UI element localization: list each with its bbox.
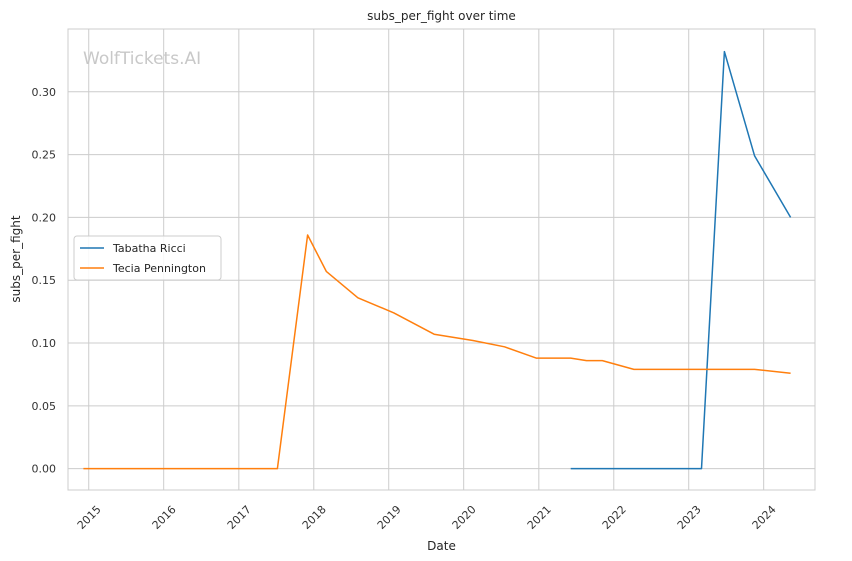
y-tick-label: 0.00 — [32, 463, 57, 476]
y-tick-labels: 0.00 0.05 0.10 0.15 0.20 0.25 0.30 — [32, 86, 57, 476]
y-tick-label: 0.05 — [32, 400, 57, 413]
legend-label-1: Tecia Pennington — [112, 262, 206, 275]
series-line-0 — [570, 50, 792, 470]
legend-label-0: Tabatha Ricci — [112, 242, 186, 255]
series-line-1 — [83, 234, 791, 470]
legend: Tabatha Ricci Tecia Pennington — [73, 235, 222, 281]
plot-frame — [67, 28, 816, 491]
y-tick-label: 0.30 — [32, 86, 57, 99]
legend-box — [73, 235, 222, 281]
y-tick-label: 0.10 — [32, 337, 57, 350]
y-axis-label: subs_per_fight — [9, 215, 23, 302]
series-layer — [83, 50, 792, 470]
y-tick-label: 0.20 — [32, 211, 57, 224]
x-axis-label: Date — [427, 539, 456, 553]
chart-title: subs_per_fight over time — [367, 9, 516, 23]
y-tick-label: 0.25 — [32, 149, 57, 162]
y-tick-label: 0.15 — [32, 274, 57, 287]
watermark: WolfTickets.AI — [83, 49, 201, 69]
grid — [68, 29, 815, 490]
